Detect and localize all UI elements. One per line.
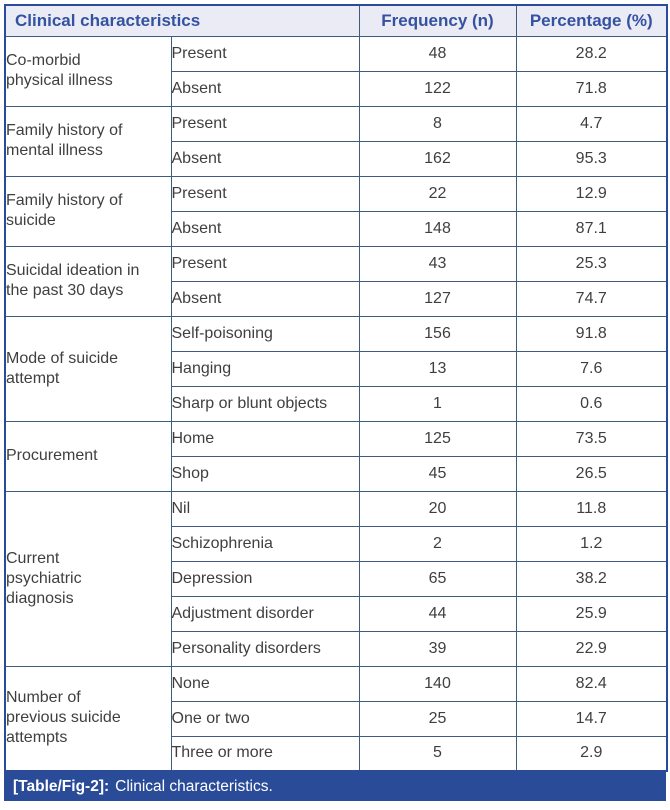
table-row: Suicidal ideation in the past 30 days Pr… — [4, 245, 668, 317]
percentage-cell: 12.9 — [515, 175, 668, 212]
caption-label: [Table/Fig-2]: — [13, 777, 110, 795]
frequency-cell: 39 — [358, 630, 517, 667]
category-cell: Schizophrenia — [170, 525, 360, 562]
category-cell: Absent — [170, 210, 360, 247]
group-label-procurement: Procurement — [4, 420, 172, 492]
percentage-cell: 11.8 — [515, 490, 668, 527]
frequency-cell: 48 — [358, 35, 517, 72]
category-cell: Present — [170, 245, 360, 282]
frequency-cell: 122 — [358, 70, 517, 107]
clinical-characteristics-table: Clinical characteristics Frequency (n) P… — [4, 4, 668, 772]
frequency-cell: 156 — [358, 315, 517, 352]
frequency-cell: 2 — [358, 525, 517, 562]
table-caption-bar: [Table/Fig-2]: Clinical characteristics. — [4, 772, 666, 801]
percentage-cell: 26.5 — [515, 455, 668, 492]
category-cell: Absent — [170, 280, 360, 317]
category-cell: Present — [170, 175, 360, 212]
header-percentage: Percentage (%) — [515, 4, 668, 37]
category-cell: One or two — [170, 700, 360, 737]
percentage-cell: 82.4 — [515, 665, 668, 702]
percentage-cell: 87.1 — [515, 210, 668, 247]
frequency-cell: 20 — [358, 490, 517, 527]
category-cell: Depression — [170, 560, 360, 597]
percentage-cell: 73.5 — [515, 420, 668, 457]
table-row: Number of previous suicide attempts None… — [4, 665, 668, 772]
frequency-cell: 5 — [358, 735, 517, 772]
percentage-cell: 28.2 — [515, 35, 668, 72]
frequency-cell: 43 — [358, 245, 517, 282]
group-label-comorbid-physical-illness: Co-morbid physical illness — [4, 35, 172, 107]
category-cell: Personality disorders — [170, 630, 360, 667]
group-label-previous-suicide-attempts: Number of previous suicide attempts — [4, 665, 172, 772]
frequency-cell: 148 — [358, 210, 517, 247]
percentage-cell: 14.7 — [515, 700, 668, 737]
category-cell: Present — [170, 105, 360, 142]
percentage-cell: 1.2 — [515, 525, 668, 562]
table-row: Family history of mental illness Present… — [4, 105, 668, 177]
percentage-cell: 95.3 — [515, 140, 668, 177]
category-cell: Hanging — [170, 350, 360, 387]
percentage-cell: 22.9 — [515, 630, 668, 667]
frequency-cell: 25 — [358, 700, 517, 737]
category-cell: Three or more — [170, 735, 360, 772]
category-cell: Home — [170, 420, 360, 457]
frequency-cell: 127 — [358, 280, 517, 317]
percentage-cell: 71.8 — [515, 70, 668, 107]
category-cell: Shop — [170, 455, 360, 492]
table-row: Absent 162 95.3 — [5, 140, 668, 177]
category-cell: None — [170, 665, 360, 702]
table-row: One or two 25 14.7 — [5, 700, 668, 737]
category-cell: Self-poisoning — [170, 315, 360, 352]
category-cell: Absent — [170, 70, 360, 107]
percentage-cell: 4.7 — [515, 105, 668, 142]
percentage-cell: 25.9 — [515, 595, 668, 632]
frequency-cell: 13 — [358, 350, 517, 387]
percentage-cell: 25.3 — [515, 245, 668, 282]
percentage-cell: 7.6 — [515, 350, 668, 387]
table-row: Mode of suicide attempt Self-poisoning 1… — [4, 315, 668, 422]
header-row: Clinical characteristics Frequency (n) P… — [4, 4, 668, 37]
table-row: Procurement Home 125 73.5 — [4, 420, 668, 492]
category-cell: Absent — [170, 140, 360, 177]
frequency-cell: 125 — [358, 420, 517, 457]
frequency-cell: 22 — [358, 175, 517, 212]
category-cell: Sharp or blunt objects — [170, 385, 360, 422]
category-cell: Nil — [170, 490, 360, 527]
category-cell: Adjustment disorder — [170, 595, 360, 632]
table-row: Absent 122 71.8 — [5, 70, 668, 107]
table-row: Absent 148 87.1 — [5, 210, 668, 247]
table-row: Absent 127 74.7 — [5, 280, 668, 317]
group-label-family-history-mental-illness: Family history of mental illness — [4, 105, 172, 177]
frequency-cell: 44 — [358, 595, 517, 632]
group-label-current-psychiatric-diagnosis: Current psychiatric diagnosis — [4, 490, 172, 667]
percentage-cell: 91.8 — [515, 315, 668, 352]
frequency-cell: 140 — [358, 665, 517, 702]
caption-text: Clinical characteristics. — [115, 777, 273, 795]
header-frequency-n: Frequency (n) — [358, 4, 517, 37]
table-row: Personality disorders 39 22.9 — [5, 630, 668, 667]
percentage-cell: 0.6 — [515, 385, 668, 422]
table-row: Three or more 5 2.9 — [5, 735, 668, 772]
table-row: Family history of suicide Present 22 12.… — [4, 175, 668, 247]
table-row: Co-morbid physical illness Present 48 28… — [4, 35, 668, 107]
frequency-cell: 65 — [358, 560, 517, 597]
frequency-cell: 45 — [358, 455, 517, 492]
group-label-suicidal-ideation: Suicidal ideation in the past 30 days — [4, 245, 172, 317]
frequency-cell: 8 — [358, 105, 517, 142]
header-clinical-characteristics: Clinical characteristics — [4, 4, 360, 37]
percentage-cell: 2.9 — [515, 735, 668, 772]
percentage-cell: 74.7 — [515, 280, 668, 317]
frequency-cell: 162 — [358, 140, 517, 177]
table-row: Hanging 13 7.6 — [5, 350, 668, 387]
table-row: Current psychiatric diagnosis Nil 20 11.… — [4, 490, 668, 667]
frequency-cell: 1 — [358, 385, 517, 422]
category-cell: Present — [170, 35, 360, 72]
percentage-cell: 38.2 — [515, 560, 668, 597]
group-label-family-history-suicide: Family history of suicide — [4, 175, 172, 247]
group-label-mode-of-suicide-attempt: Mode of suicide attempt — [4, 315, 172, 422]
table-row: Adjustment disorder 44 25.9 — [5, 595, 668, 632]
table-row: Sharp or blunt objects 1 0.6 — [5, 385, 668, 422]
